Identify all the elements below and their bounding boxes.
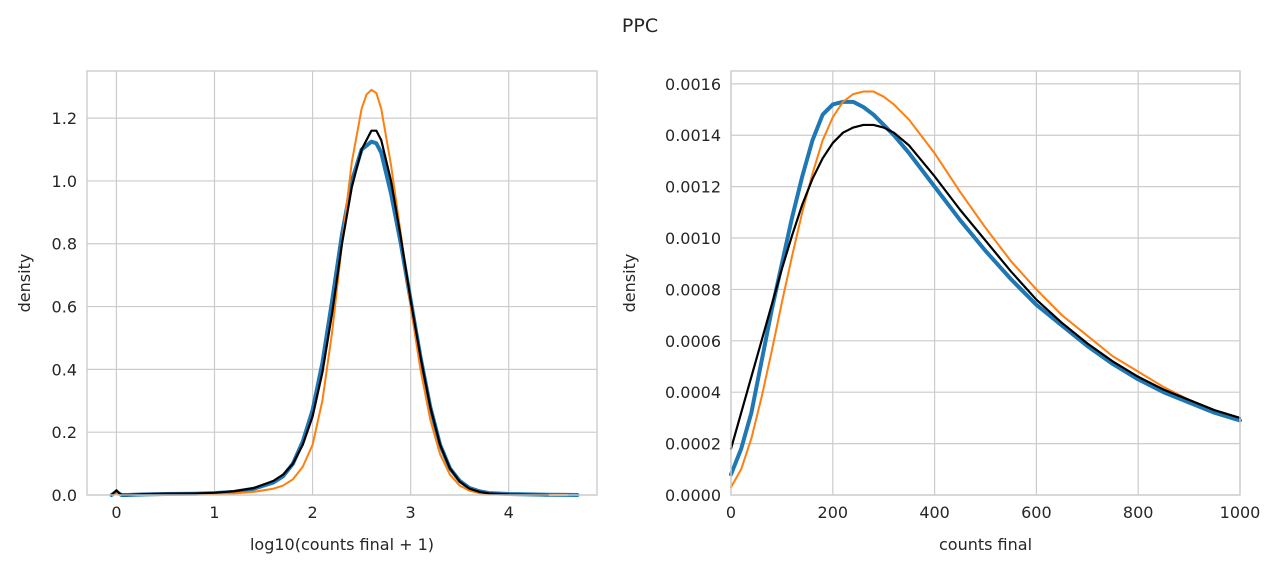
series-line-2 [110, 88, 569, 496]
x-tick-label: 2 [307, 503, 317, 522]
series-line-3 [110, 129, 550, 497]
y-tick-label: 0.0016 [665, 75, 721, 94]
x-tick-label: 0 [111, 503, 121, 522]
y-tick-label: 0.6 [52, 298, 77, 317]
y-tick-label: 0.0010 [665, 229, 721, 248]
y-tick-label: 0.0000 [665, 486, 721, 505]
y-tick-label: 0.2 [52, 423, 77, 442]
series-line-1 [729, 99, 1242, 477]
y-tick-label: 1.2 [52, 109, 77, 128]
x-tick-label: 4 [504, 503, 514, 522]
series-line-2 [730, 90, 1241, 489]
y-tick-label: 0.0006 [665, 332, 721, 351]
y-tick-label: 0.4 [52, 360, 77, 379]
axes-frame [730, 70, 1241, 496]
figure-title: PPC [622, 15, 658, 37]
axes-frame [86, 70, 598, 496]
y-tick-label: 0.0 [52, 486, 77, 505]
right-density-plot: 0 200 400 600 800 1000 0.0000 0.0002 0.0004 0.000… [620, 70, 1261, 554]
x-axis-label: counts final [939, 535, 1032, 554]
y-axis-label: density [15, 254, 34, 313]
y-tick-label: 1.0 [52, 172, 77, 191]
series-line-1 [109, 139, 580, 497]
x-tick-label: 600 [1021, 503, 1052, 522]
x-tick-label: 3 [406, 503, 416, 522]
y-tick-label: 0.0014 [665, 126, 721, 145]
series-line-3 [729, 123, 1242, 450]
x-tick-label: 1 [209, 503, 219, 522]
y-tick-label: 0.0012 [665, 178, 721, 197]
y-tick-label: 0.0008 [665, 280, 721, 299]
x-tick-label: 400 [919, 503, 950, 522]
x-tick-label: 800 [1123, 503, 1154, 522]
x-tick-label: 1000 [1220, 503, 1261, 522]
x-tick-label: 200 [818, 503, 849, 522]
x-axis-label: log10(counts final + 1) [250, 535, 434, 554]
y-tick-label: 0.8 [52, 235, 77, 254]
y-tick-label: 0.0004 [665, 383, 721, 402]
y-tick-label: 0.0002 [665, 435, 721, 454]
x-tick-label: 0 [726, 503, 736, 522]
y-axis-label: density [620, 254, 639, 313]
left-density-plot: 0 1 2 3 4 0.0 0.2 0.4 0.6 0.8 1.0 1.2 log10(counts f… [15, 70, 598, 554]
